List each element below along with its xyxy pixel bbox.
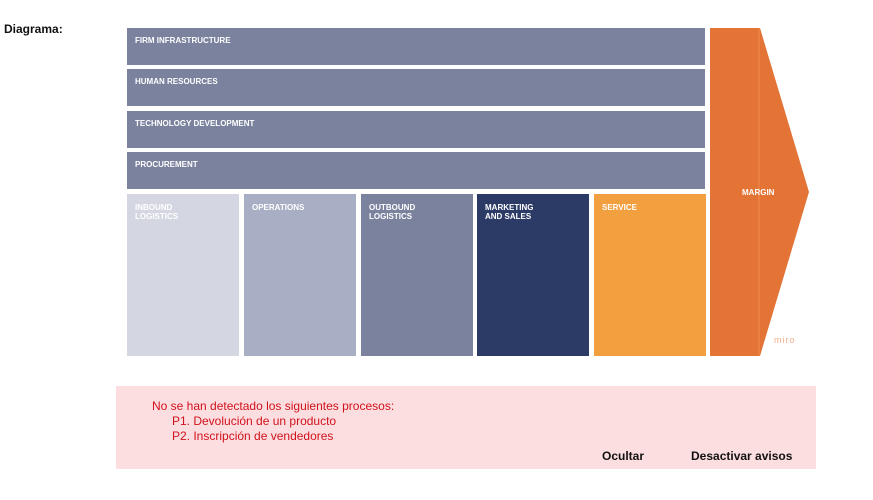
support-bar-firm-infrastructure: FIRM INFRASTRUCTURE xyxy=(127,28,705,65)
primary-inbound-logistics: INBOUND LOGISTICS xyxy=(127,194,239,356)
disable-alerts-button[interactable]: Desactivar avisos xyxy=(691,449,793,463)
primary-operations: OPERATIONS xyxy=(244,194,356,356)
alert-item-p2: P2. Inscripción de vendedores xyxy=(172,429,334,443)
support-bar-procurement: PROCUREMENT xyxy=(127,152,705,189)
diagram-label: Diagrama: xyxy=(4,22,63,36)
primary-outbound-logistics: OUTBOUND LOGISTICS xyxy=(361,194,473,356)
margin-label: MARGIN xyxy=(742,188,775,197)
primary-marketing-and-sales: MARKETING AND SALES xyxy=(477,194,589,356)
alert-item-p1: P1. Devolución de un producto xyxy=(172,414,337,428)
support-bar-human-resources: HUMAN RESOURCES xyxy=(127,69,705,106)
margin-arrow xyxy=(710,28,809,356)
missing-processes-alert: No se han detectado los siguientes proce… xyxy=(116,386,816,469)
miro-watermark: miro xyxy=(774,335,796,345)
hide-button[interactable]: Ocultar xyxy=(602,449,645,463)
primary-service: SERVICE xyxy=(594,194,706,356)
support-bar-technology-development: TECHNOLOGY DEVELOPMENT xyxy=(127,111,705,148)
alert-title: No se han detectado los siguientes proce… xyxy=(152,399,395,413)
